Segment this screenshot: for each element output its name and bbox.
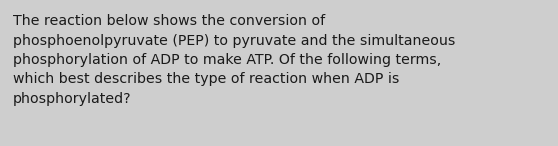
Text: The reaction below shows the conversion of
phosphoenolpyruvate (PEP) to pyruvate: The reaction below shows the conversion … [13,14,455,106]
